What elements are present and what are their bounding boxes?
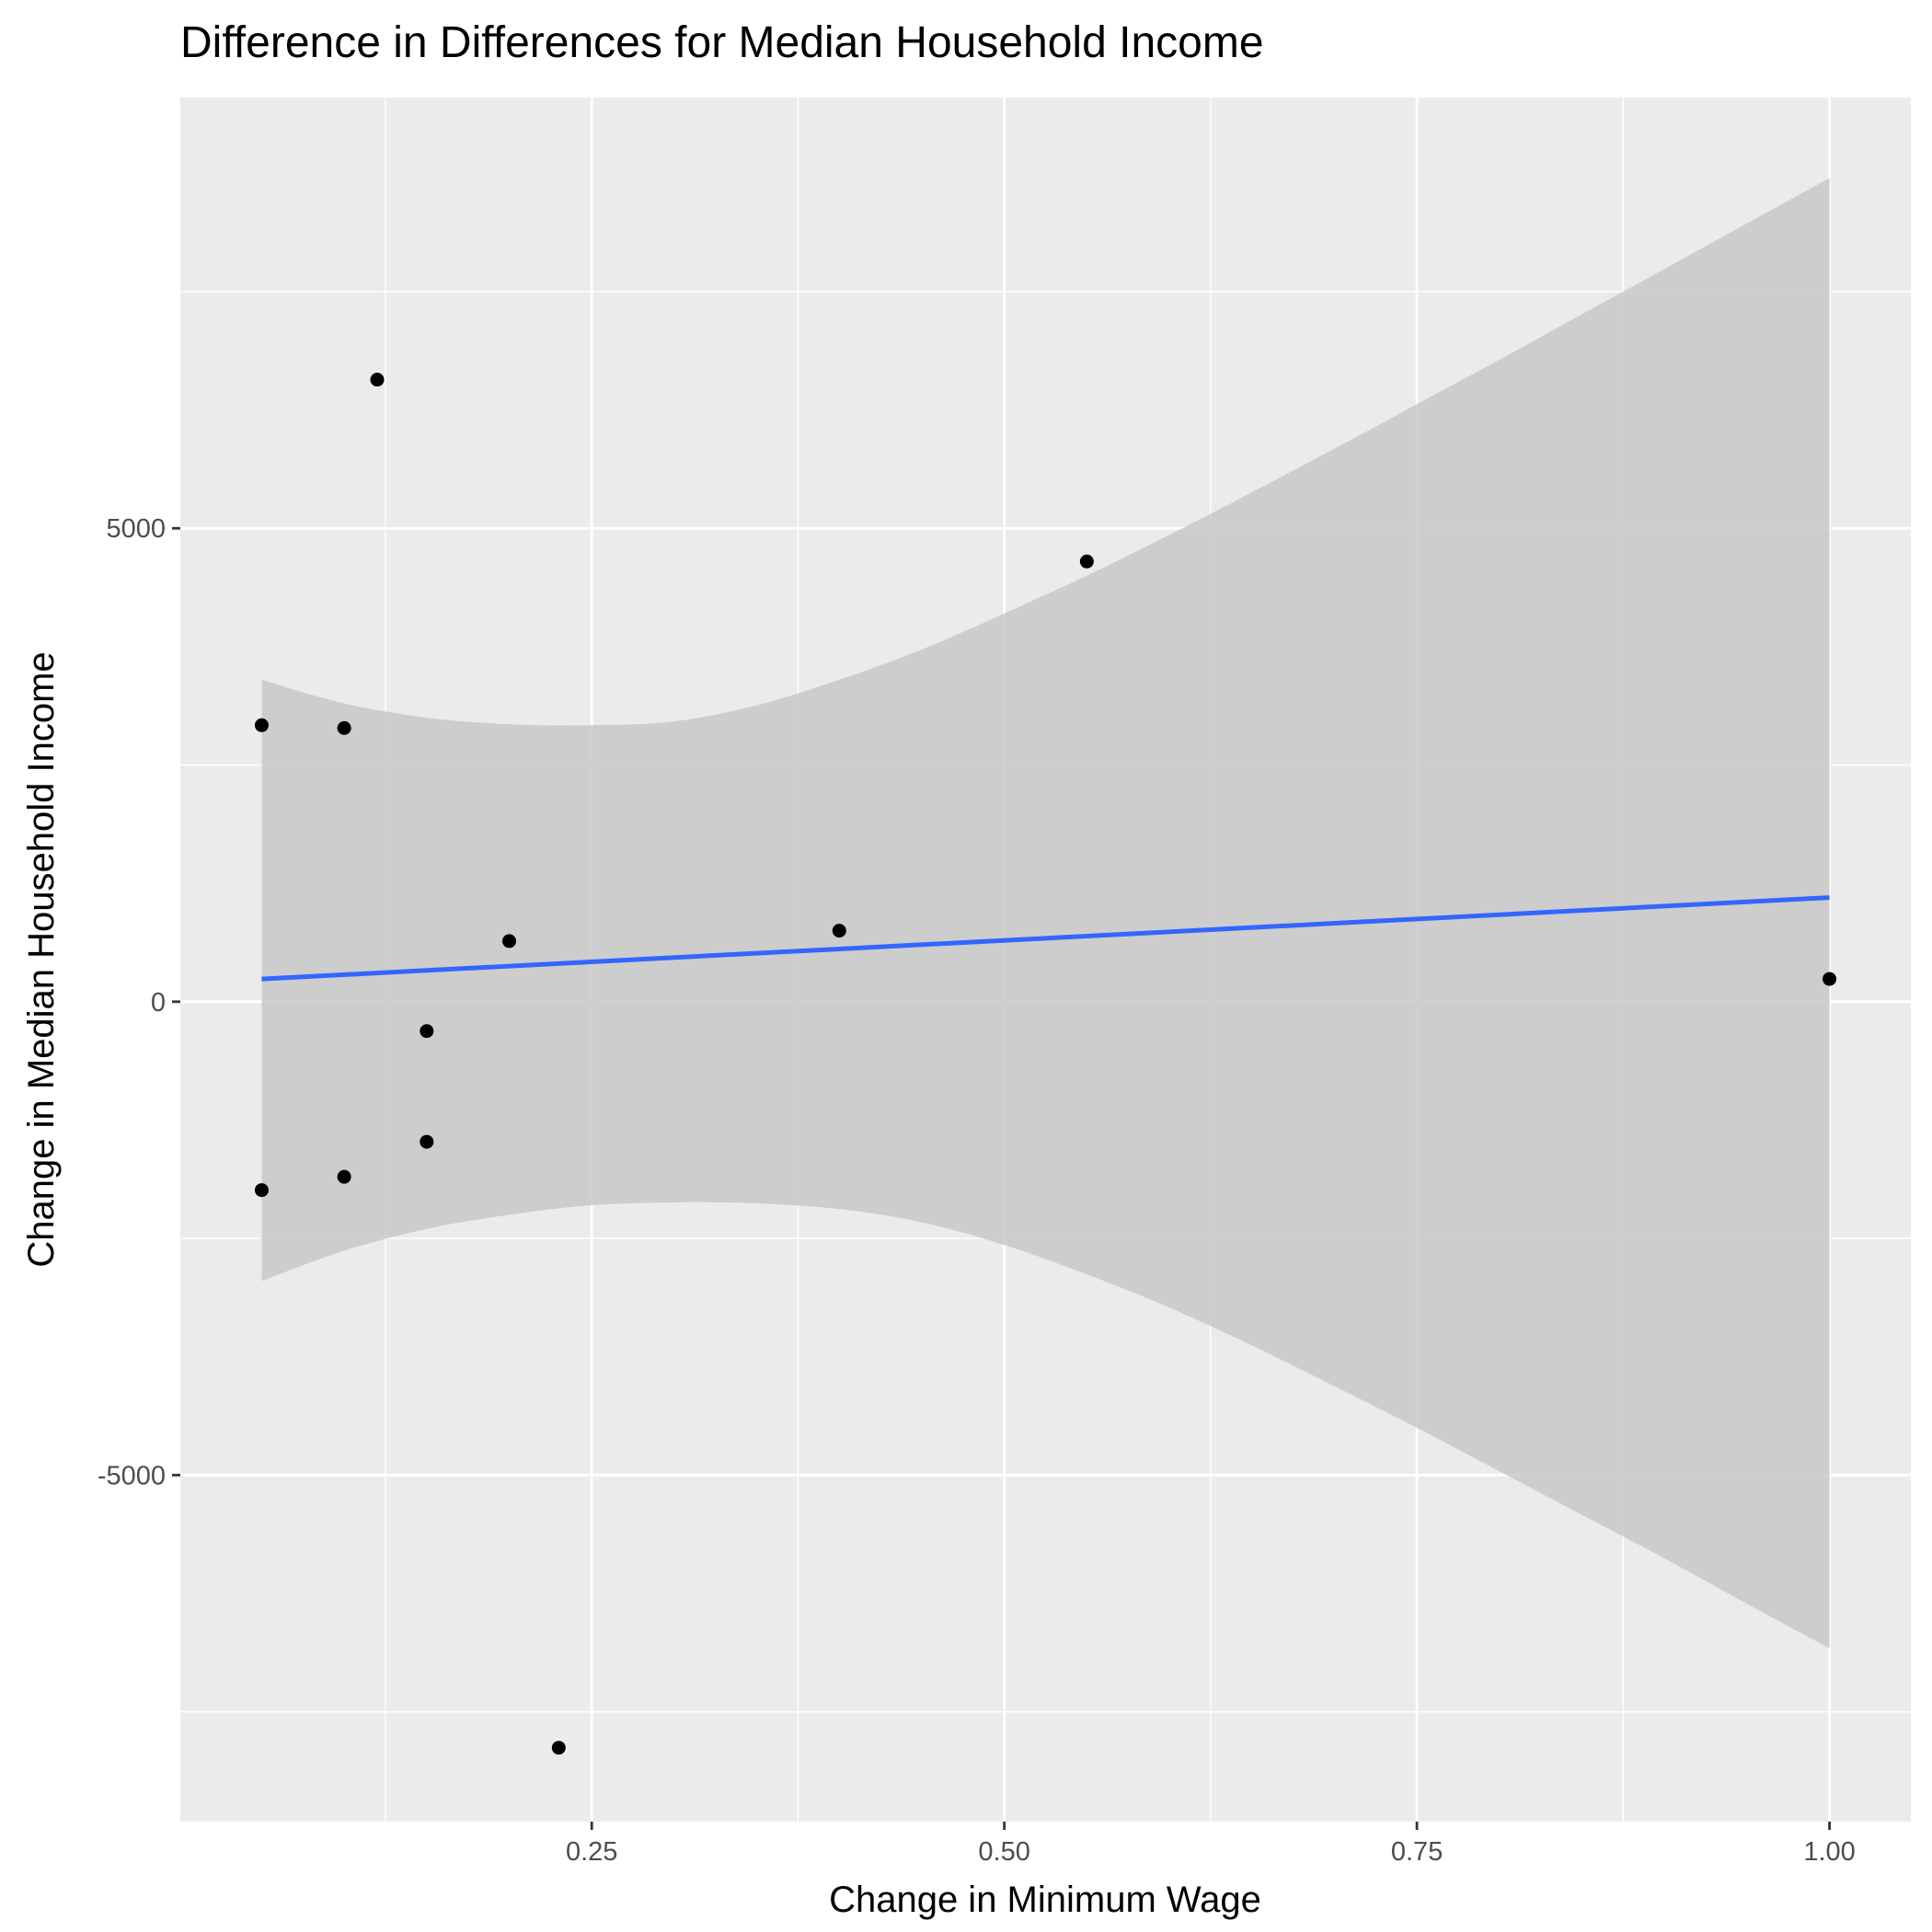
data-point [832, 924, 846, 938]
x-axis-ticks: 0.25 0.50 0.75 1.00 [566, 1822, 1856, 1867]
y-tick-label: -5000 [98, 1461, 166, 1490]
data-point [254, 718, 269, 732]
data-point [254, 1183, 269, 1198]
data-point [1079, 554, 1094, 569]
data-point [1823, 972, 1837, 986]
y-tick-label: 5000 [106, 514, 166, 544]
data-point [420, 1024, 434, 1039]
regression-line [261, 895, 1830, 982]
data-point [551, 1741, 566, 1755]
x-tick-label: 1.00 [1803, 1837, 1855, 1867]
x-axis-title: Change in Minimum Wage [829, 1880, 1261, 1920]
data-point [337, 720, 351, 735]
data-point [502, 934, 517, 949]
data-point [420, 1134, 434, 1149]
data-point [337, 1169, 351, 1184]
data-point [370, 373, 385, 387]
x-tick-label: 0.25 [566, 1837, 617, 1867]
y-axis-ticks: 5000 0 -5000 [98, 514, 180, 1490]
chart-title: Difference in Differences for Median Hou… [180, 18, 1264, 67]
confidence-band [261, 178, 1830, 1649]
x-tick-label: 0.50 [978, 1837, 1029, 1867]
y-tick-label: 0 [151, 988, 166, 1018]
x-tick-label: 0.75 [1391, 1837, 1443, 1867]
data-points [254, 373, 1837, 1755]
y-axis-title: Change in Median Household Income [21, 651, 62, 1267]
